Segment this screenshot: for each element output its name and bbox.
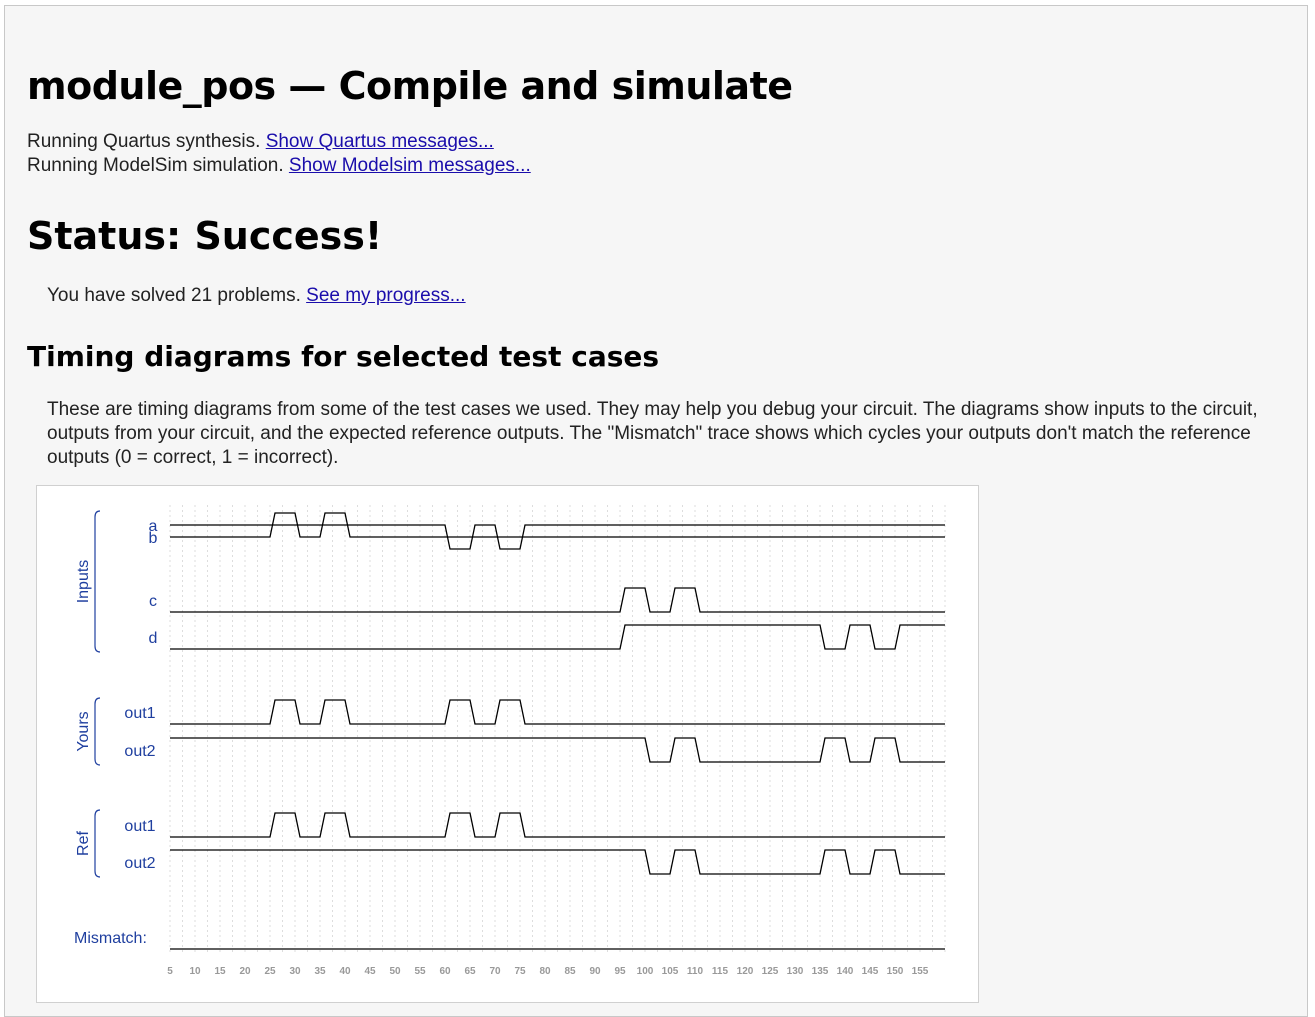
see-my-progress-link[interactable]: See my progress... <box>306 285 466 306</box>
group-bracket-ref <box>94 809 101 878</box>
solved-count-text: You have solved 21 problems. <box>47 285 301 306</box>
mismatch-label: Mismatch: <box>74 930 147 947</box>
time-tick-label: 125 <box>762 966 779 977</box>
time-tick-label: 110 <box>687 966 704 977</box>
modelsim-line: Running ModelSim simulation. Show Models… <box>27 154 531 178</box>
trace-inputs-b <box>170 524 945 550</box>
time-tick-label: 60 <box>439 966 451 977</box>
time-tick-label: 5 <box>167 966 173 977</box>
time-tick-label: 10 <box>189 966 201 977</box>
time-tick-label: 90 <box>589 966 601 977</box>
group-bracket-inputs <box>94 510 101 653</box>
group-label-inputs: Inputs <box>75 560 92 604</box>
time-tick-label: 80 <box>539 966 551 977</box>
signal-label-out2: out2 <box>124 855 155 872</box>
timing-description: These are timing diagrams from some of t… <box>47 399 1258 468</box>
trace-ref-out2 <box>170 849 945 875</box>
show-modelsim-messages-link[interactable]: Show Modelsim messages... <box>288 155 531 176</box>
time-tick-label: 145 <box>862 966 879 977</box>
time-tick-label: 135 <box>812 966 829 977</box>
time-tick-label: 20 <box>239 966 251 977</box>
time-tick-label: 35 <box>314 966 326 977</box>
time-tick-label: 40 <box>339 966 351 977</box>
time-tick-label: 30 <box>289 966 301 977</box>
trace-inputs-c <box>170 587 945 613</box>
time-tick-label: 45 <box>364 966 376 977</box>
page-title: module_pos — Compile and simulate <box>27 64 793 108</box>
time-tick-label: 155 <box>912 966 929 977</box>
quartus-status-text: Running Quartus synthesis. <box>27 131 261 152</box>
timing-diagrams-heading: Timing diagrams for selected test cases <box>27 340 660 373</box>
quartus-line: Running Quartus synthesis. Show Quartus … <box>27 130 531 154</box>
time-tick-label: 130 <box>787 966 804 977</box>
status-heading: Status: Success! <box>27 214 383 258</box>
group-label-yours: Yours <box>75 711 92 751</box>
time-tick-label: 75 <box>514 966 526 977</box>
group-bracket-yours <box>94 697 101 766</box>
time-tick-label: 25 <box>264 966 276 977</box>
signal-label-c: c <box>149 593 157 610</box>
time-tick-label: 100 <box>637 966 654 977</box>
time-tick-label: 150 <box>887 966 904 977</box>
timing-diagram-panel: a b c d out1 out2 out1 out2 Mismatch: Inputs Yours… <box>36 485 979 1003</box>
signal-label-out1: out1 <box>124 705 155 722</box>
time-tick-label: 115 <box>712 966 729 977</box>
time-tick-label: 70 <box>489 966 501 977</box>
time-tick-label: 55 <box>414 966 426 977</box>
time-tick-label: 50 <box>389 966 401 977</box>
time-tick-label: 120 <box>737 966 754 977</box>
time-tick-label: 95 <box>614 966 626 977</box>
run-status-lines: Running Quartus synthesis. Show Quartus … <box>27 130 531 178</box>
signal-label-d: d <box>149 630 158 647</box>
signal-label-b: b <box>149 530 158 547</box>
trace-yours-out2 <box>170 737 945 763</box>
trace-inputs-d <box>170 624 945 650</box>
time-tick-label: 140 <box>837 966 854 977</box>
signal-label-a: a <box>149 518 158 535</box>
group-label-ref: Ref <box>75 831 92 856</box>
trace-ref-out1 <box>170 812 945 838</box>
time-tick-label: 85 <box>564 966 576 977</box>
time-tick-label: 105 <box>662 966 679 977</box>
modelsim-status-text: Running ModelSim simulation. <box>27 155 284 176</box>
time-tick-label: 15 <box>214 966 226 977</box>
signal-label-out1: out1 <box>124 818 155 835</box>
time-tick-label: 65 <box>464 966 476 977</box>
solved-line: You have solved 21 problems. See my prog… <box>47 285 466 307</box>
signal-label-out2: out2 <box>124 743 155 760</box>
show-quartus-messages-link[interactable]: Show Quartus messages... <box>265 131 494 152</box>
trace-yours-out1 <box>170 699 945 725</box>
